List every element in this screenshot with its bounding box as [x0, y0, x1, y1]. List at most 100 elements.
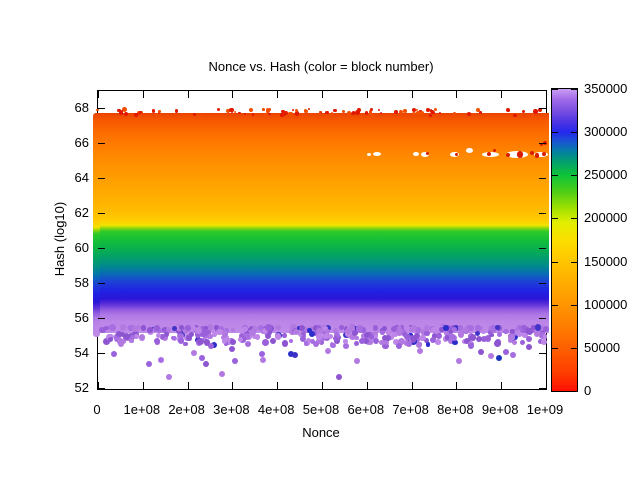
fringe-point [154, 325, 160, 331]
fringe-point [194, 331, 202, 338]
fringe-point [354, 335, 360, 341]
fringe-point [207, 333, 213, 340]
fringe-point [451, 326, 458, 333]
outlier-point [450, 334, 458, 342]
fringe-point [323, 325, 329, 331]
y-tick-mark-right [539, 283, 546, 284]
top-red-speckle [438, 112, 441, 115]
y-tick-label: 52 [74, 380, 89, 395]
fringe-point [119, 332, 125, 337]
top-red-speckle [238, 111, 241, 115]
y-tick-label: 58 [74, 275, 89, 290]
y-tick-mark [98, 318, 105, 319]
fringe-point [490, 327, 497, 333]
x-tick-mark [187, 382, 189, 389]
fringe-point [212, 331, 217, 337]
fringe-point [364, 331, 371, 339]
fringe-point [415, 341, 422, 348]
outlier-point [477, 348, 485, 356]
fringe-point [252, 326, 259, 332]
fringe-point [258, 324, 265, 332]
fringe-point [267, 330, 272, 335]
fringe-point [410, 334, 417, 341]
top-red-speckle [199, 113, 202, 117]
colorbar-tick-mark [552, 391, 558, 392]
gap-line-red-dot [542, 152, 547, 157]
x-tick-label: 7e+08 [392, 402, 429, 417]
x-tick-label: 5e+08 [302, 402, 340, 417]
top-red-speckle [355, 109, 361, 115]
fringe-point [392, 338, 399, 345]
outlier-point [455, 357, 463, 365]
fringe-point [230, 327, 236, 333]
x-tick-mark-top [98, 91, 99, 98]
outlier-point [269, 337, 277, 344]
fringe-point [108, 324, 116, 332]
fringe-point [161, 334, 169, 342]
gap-line-white-blob [534, 151, 549, 157]
fringe-point [264, 332, 272, 340]
fringe-point [399, 325, 405, 330]
fringe-point [383, 340, 389, 346]
x-tick-mark [546, 382, 547, 389]
outlier-point [312, 340, 320, 348]
fringe-point [307, 328, 312, 333]
y-tick-mark [98, 388, 105, 389]
y-tick-mark-right [539, 248, 546, 249]
top-red-speckle [291, 108, 295, 112]
outlier-point [177, 337, 185, 344]
fringe-point [408, 326, 415, 333]
fringe-point [391, 326, 398, 333]
fringe-point [119, 324, 127, 331]
fringe-point [457, 330, 465, 338]
fringe-point [316, 333, 323, 340]
fringe-point [308, 331, 316, 338]
fringe-point [251, 334, 257, 340]
fringe-point [380, 329, 385, 335]
fringe-point [334, 338, 341, 344]
top-red-speckle [123, 112, 128, 117]
fringe-point [329, 342, 336, 349]
x-tick-label: 8e+08 [437, 402, 474, 417]
outlier-point [416, 347, 424, 355]
colorbar-tick-label: 300000 [584, 124, 628, 140]
colorbar-tick-mark [552, 132, 558, 134]
fringe-point [164, 331, 170, 337]
fringe-point [203, 339, 211, 347]
gap-line-red-dot [492, 148, 496, 152]
top-red-speckle [537, 107, 543, 113]
gap-line-red-dot [530, 150, 535, 155]
outlier-point [207, 342, 215, 350]
top-red-speckle [117, 108, 121, 113]
fringe-point [423, 338, 430, 344]
gap-line-red-dot [455, 153, 459, 157]
fringe-point [534, 324, 542, 332]
colorbar-tick-mark-right [571, 132, 577, 134]
fringe-point [474, 331, 480, 337]
top-red-speckle [226, 109, 230, 114]
fringe-point [447, 338, 454, 345]
fringe-point [197, 337, 204, 345]
gap-line-white-blob [466, 148, 474, 154]
top-red-speckle [429, 113, 433, 117]
x-tick-label: 6e+08 [347, 402, 385, 417]
fringe-point [436, 333, 443, 340]
fringe-point [184, 324, 191, 331]
fringe-point [360, 326, 366, 333]
fringe-point [354, 340, 360, 346]
gap-line-red-dot [426, 152, 430, 155]
top-red-speckle [156, 113, 159, 116]
x-tick-mark [456, 382, 458, 389]
fringe-point [348, 325, 356, 332]
fringe-point [315, 327, 322, 334]
fringe-point [177, 332, 184, 339]
colorbar-tick-mark-right [571, 391, 577, 392]
fringe-point [129, 338, 134, 344]
fringe-point [395, 326, 402, 333]
top-red-speckle [217, 108, 221, 112]
y-tick-mark [98, 248, 105, 249]
dense-scatter-band [95, 112, 549, 334]
fringe-point [530, 325, 536, 331]
fringe-point [484, 335, 492, 342]
fringe-point [300, 331, 306, 336]
